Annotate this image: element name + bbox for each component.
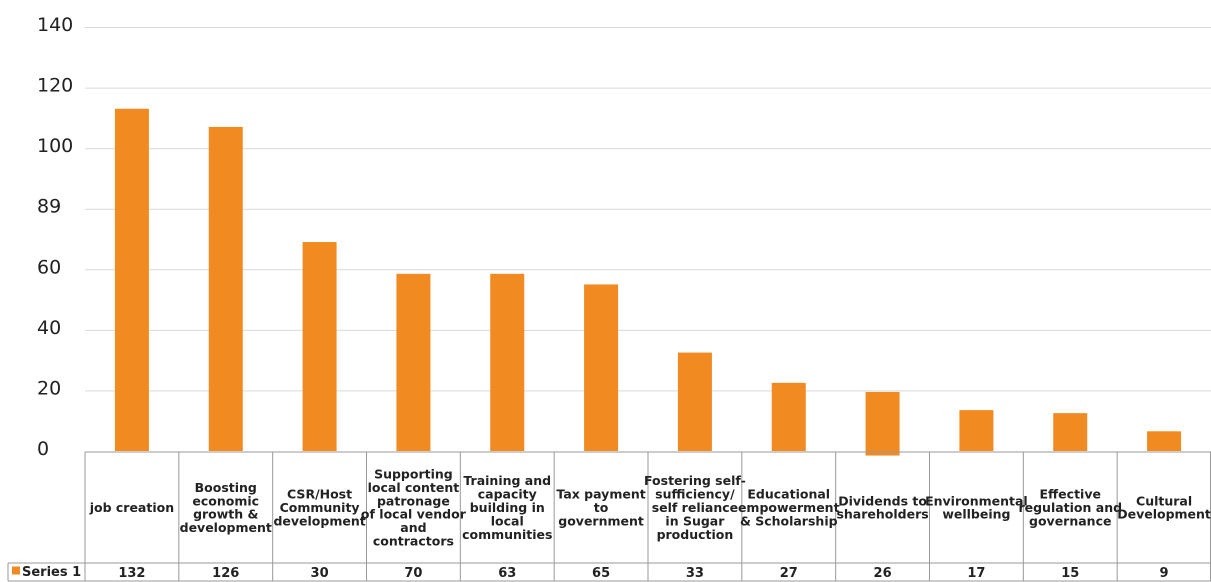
category-label-line: Educational: [747, 487, 830, 502]
data-label: 15: [1061, 566, 1079, 581]
category-label: Dividends to shareholders: [836, 493, 928, 521]
data-label: 17: [967, 566, 985, 581]
category-label-line: development: [273, 513, 365, 528]
category-label: CSR/Host Community development: [273, 487, 365, 529]
data-label: 65: [592, 566, 610, 581]
category-label-line: shareholders: [836, 507, 928, 522]
y-tick-label: 0: [37, 438, 49, 460]
category-label-line: to: [594, 500, 609, 515]
category-label-line: CSR/Host: [287, 487, 352, 502]
category-label-line: building in: [470, 500, 545, 515]
bar: [114, 108, 149, 452]
category-label-line: in Sugar: [665, 513, 725, 528]
category-label-line: empowerment: [738, 500, 840, 515]
category-label-line: & Scholarship: [740, 513, 838, 528]
category-label-line: Community: [280, 500, 360, 515]
category-label: Training and capacity building in local comm…: [462, 473, 552, 542]
category-label-line: governance: [1029, 513, 1111, 528]
category-label-line: and: [400, 520, 426, 535]
category-label-line: Training and: [463, 473, 551, 488]
category-label-line: economic: [192, 493, 259, 508]
category-label-line: government: [558, 513, 644, 528]
bar: [302, 242, 337, 451]
category-label-line: Dividends to: [838, 493, 927, 508]
y-tick-label: 140: [37, 14, 73, 36]
category-label-line: Development: [1117, 507, 1211, 522]
data-label: 30: [311, 566, 329, 581]
category-label-line: production: [657, 527, 734, 542]
data-label: 27: [780, 566, 798, 581]
category-label-line: Supporting: [374, 467, 453, 482]
category-label-line: communities: [462, 527, 552, 542]
category-label-line: growth &: [193, 507, 258, 522]
category-label: Tax payment to government: [556, 487, 645, 529]
category-label: Environmental wellbeing: [925, 493, 1028, 521]
y-tick-label: 40: [37, 317, 61, 339]
category-label-line: Boosting: [195, 480, 257, 495]
bar: [865, 391, 900, 456]
category-label-line: Tax payment: [556, 487, 645, 502]
category-label: Effective regulation and governance: [1018, 487, 1122, 529]
gridlines: [85, 27, 1211, 392]
bar: [208, 126, 243, 451]
category-label-line: Effective: [1040, 487, 1101, 502]
legend-label: Series 1: [22, 565, 81, 580]
category-label-line: local: [491, 513, 524, 528]
y-tick-label: 120: [37, 75, 73, 97]
bars: [114, 108, 1182, 456]
y-tick-label: 20: [37, 377, 61, 399]
category-label-line: self reliance: [652, 500, 738, 515]
data-label: 26: [874, 566, 892, 581]
legend-swatch: [12, 566, 20, 575]
y-tick-label: 60: [37, 256, 61, 278]
bar: [396, 273, 431, 451]
y-tick-label: 100: [37, 135, 73, 157]
category-label-line: local content: [368, 480, 460, 495]
data-label: 126: [212, 566, 239, 581]
data-label: 63: [498, 566, 516, 581]
bar: [1053, 413, 1088, 451]
category-label-line: Environmental: [925, 493, 1028, 508]
category-label-line: Cultural: [1136, 493, 1192, 508]
data-label: 9: [1160, 566, 1169, 581]
category-label: Fostering self-sufficiency/self reliance…: [644, 473, 746, 542]
category-label: Supporting local content patronage of local…: [361, 467, 467, 549]
category-label-line: job creation: [89, 500, 174, 515]
bar: [584, 284, 619, 451]
category-label-line: wellbeing: [942, 507, 1010, 522]
category-label: job creation: [89, 500, 174, 515]
y-tick-label: 89: [37, 196, 61, 218]
y-axis-tick-labels: 0 20 40 60 89 100 120 140: [37, 14, 73, 460]
category-label: Educational empowerment & Scholarship: [738, 487, 840, 529]
category-label: Cultural Development: [1117, 493, 1211, 521]
category-label-line: development: [180, 520, 272, 535]
category-label-line: of local vendor: [361, 507, 467, 522]
bar: [1147, 431, 1182, 451]
category-label-line: Fostering self-: [644, 473, 746, 488]
data-label: 70: [404, 566, 422, 581]
bar: [677, 352, 712, 451]
data-label: 33: [686, 566, 704, 581]
category-label: Boosting economic growth & development: [180, 480, 272, 535]
category-label-line: contractors: [373, 534, 454, 549]
category-label-line: sufficiency/: [655, 487, 735, 502]
bar: [490, 273, 525, 451]
data-label: 132: [118, 566, 145, 581]
category-label-line: capacity: [478, 487, 537, 502]
category-label-line: regulation and: [1018, 500, 1122, 515]
category-label-line: patronage: [377, 493, 450, 508]
bar: [771, 382, 806, 451]
bar: [959, 410, 994, 451]
